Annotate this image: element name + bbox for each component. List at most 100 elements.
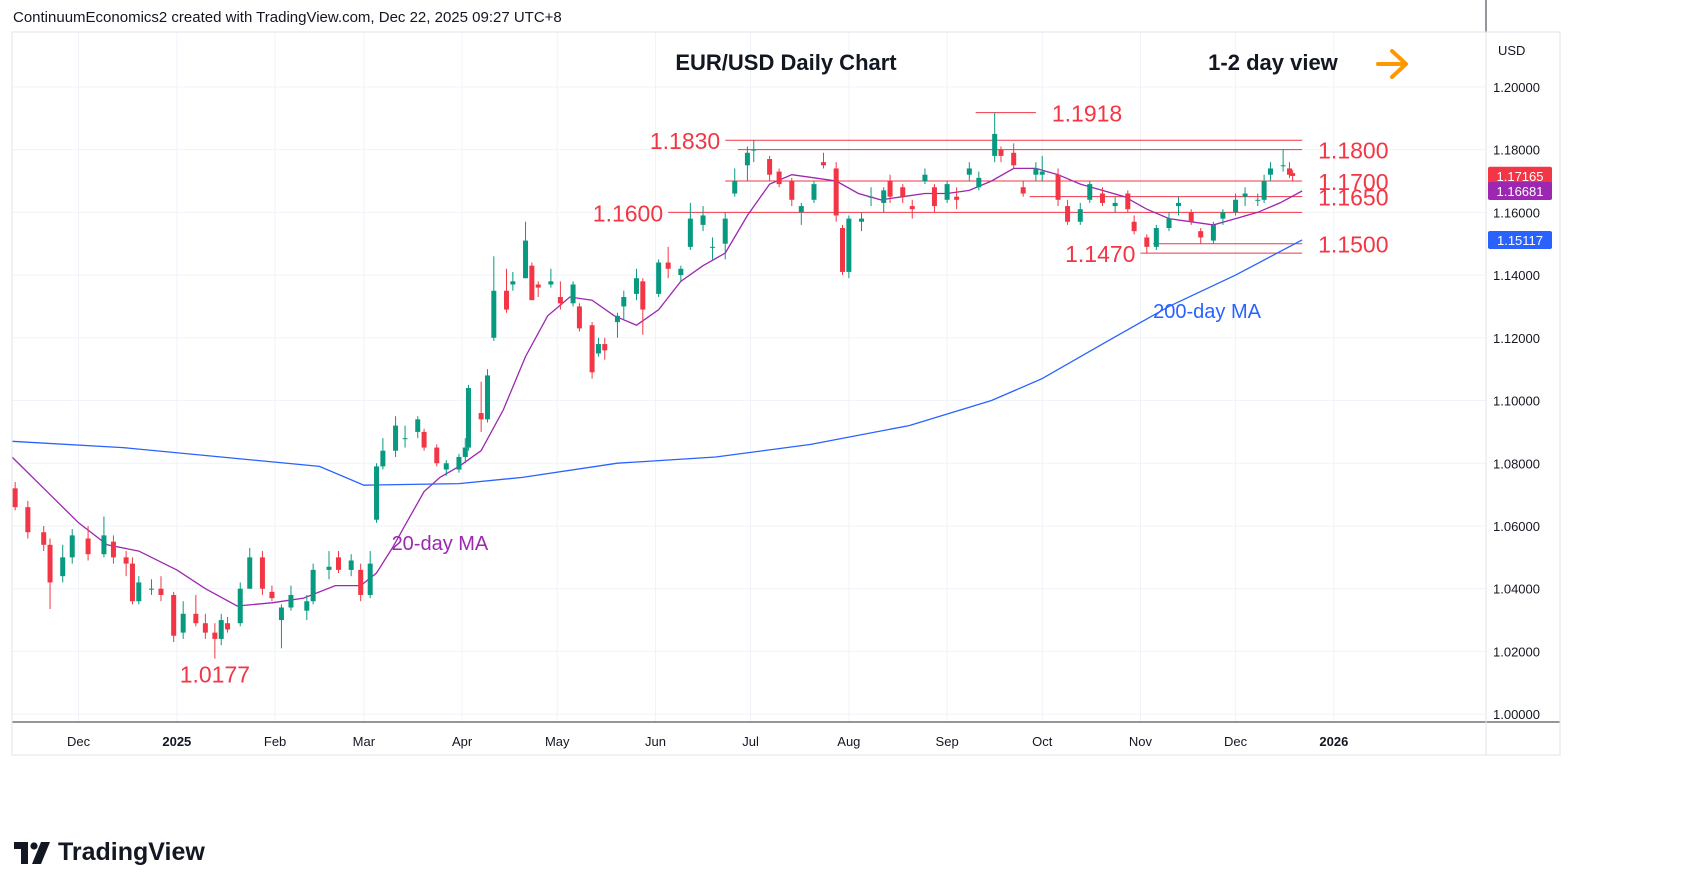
candle[interactable] xyxy=(767,155,773,181)
candle[interactable] xyxy=(732,168,738,197)
candle[interactable] xyxy=(1099,187,1105,207)
candle[interactable] xyxy=(193,594,199,627)
candle[interactable] xyxy=(640,278,646,335)
candle[interactable] xyxy=(202,613,208,639)
candle[interactable] xyxy=(881,187,887,213)
price-badge[interactable]: 1.15117 xyxy=(1488,231,1552,250)
candle[interactable] xyxy=(148,579,154,595)
candle[interactable] xyxy=(789,177,795,207)
candle[interactable] xyxy=(859,212,865,232)
candle[interactable] xyxy=(1087,180,1093,203)
candle[interactable] xyxy=(700,206,706,232)
candle[interactable] xyxy=(367,551,373,599)
candle[interactable] xyxy=(1125,190,1131,213)
candle[interactable] xyxy=(687,202,693,250)
candle[interactable] xyxy=(465,384,471,451)
candle[interactable] xyxy=(931,184,937,213)
candle[interactable] xyxy=(278,604,284,649)
candle[interactable] xyxy=(171,591,177,643)
candle[interactable] xyxy=(614,312,620,338)
candle[interactable] xyxy=(225,616,231,633)
candle[interactable] xyxy=(101,516,107,558)
candle[interactable] xyxy=(1166,212,1172,232)
candle[interactable] xyxy=(269,585,275,602)
candle[interactable] xyxy=(992,112,998,163)
candle[interactable] xyxy=(12,482,18,511)
candle[interactable] xyxy=(85,525,91,561)
candle[interactable] xyxy=(358,563,364,602)
candle[interactable] xyxy=(954,187,960,210)
candle[interactable] xyxy=(415,416,421,439)
candle[interactable] xyxy=(1188,209,1194,225)
candle[interactable] xyxy=(288,585,294,611)
candle[interactable] xyxy=(1242,187,1248,207)
candle[interactable] xyxy=(833,162,839,222)
candle[interactable] xyxy=(710,237,716,260)
candle[interactable] xyxy=(1011,143,1017,169)
candle[interactable] xyxy=(443,460,449,476)
candle[interactable] xyxy=(393,416,399,457)
candle[interactable] xyxy=(402,425,408,448)
tradingview-logo[interactable]: TradingView xyxy=(14,838,205,867)
candle[interactable] xyxy=(523,221,529,279)
candle[interactable] xyxy=(678,265,684,282)
axes[interactable]: 1.20000 1.18000 1.16000 1.14000 1.12000 1.100… xyxy=(11,0,1561,756)
candle[interactable] xyxy=(180,601,186,639)
candle[interactable] xyxy=(602,337,608,360)
candle[interactable] xyxy=(158,576,164,602)
candle[interactable] xyxy=(25,500,31,539)
candle[interactable] xyxy=(656,259,662,298)
candle[interactable] xyxy=(548,268,554,288)
candle[interactable] xyxy=(1055,168,1061,207)
candle[interactable] xyxy=(374,463,380,523)
candle[interactable] xyxy=(1255,193,1261,207)
candle[interactable] xyxy=(462,438,468,464)
candle[interactable] xyxy=(589,322,595,379)
candle[interactable] xyxy=(136,576,142,605)
candle[interactable] xyxy=(1176,196,1182,216)
candle[interactable] xyxy=(348,554,354,577)
candle[interactable] xyxy=(484,369,490,423)
candle[interactable] xyxy=(1210,221,1216,244)
candle[interactable] xyxy=(247,547,253,589)
candle[interactable] xyxy=(310,563,316,605)
candle[interactable] xyxy=(434,444,440,467)
candle[interactable] xyxy=(510,271,516,291)
candle[interactable] xyxy=(47,538,53,610)
candle[interactable] xyxy=(1198,228,1204,244)
candle[interactable] xyxy=(60,544,66,583)
candle[interactable] xyxy=(1220,209,1226,225)
candlesticks[interactable] xyxy=(12,112,1296,659)
candle[interactable] xyxy=(1039,155,1045,181)
candle[interactable] xyxy=(380,438,386,470)
candle[interactable] xyxy=(335,551,341,574)
candle[interactable] xyxy=(421,428,427,451)
candle[interactable] xyxy=(237,582,243,627)
candle[interactable] xyxy=(798,202,804,225)
candle[interactable] xyxy=(218,613,224,646)
candle[interactable] xyxy=(944,180,950,203)
candle[interactable] xyxy=(1280,149,1286,172)
candle[interactable] xyxy=(633,268,639,301)
candle[interactable] xyxy=(576,303,582,332)
candle[interactable] xyxy=(129,557,135,605)
candle[interactable] xyxy=(1065,199,1071,225)
candle[interactable] xyxy=(820,152,826,169)
candle[interactable] xyxy=(1261,174,1267,203)
candle[interactable] xyxy=(1290,170,1296,181)
candle[interactable] xyxy=(1233,193,1239,216)
candle[interactable] xyxy=(976,171,982,191)
candle[interactable] xyxy=(966,162,972,181)
candle[interactable] xyxy=(887,174,893,203)
candle[interactable] xyxy=(846,215,852,279)
price-badge[interactable]: 1.17165 xyxy=(1488,166,1552,185)
candle[interactable] xyxy=(1077,202,1083,225)
candle[interactable] xyxy=(1286,162,1292,178)
candle[interactable] xyxy=(1131,215,1137,235)
candle[interactable] xyxy=(811,180,817,203)
candle[interactable] xyxy=(900,184,906,203)
candle[interactable] xyxy=(909,199,915,219)
candle[interactable] xyxy=(744,146,750,181)
candle[interactable] xyxy=(326,551,332,580)
